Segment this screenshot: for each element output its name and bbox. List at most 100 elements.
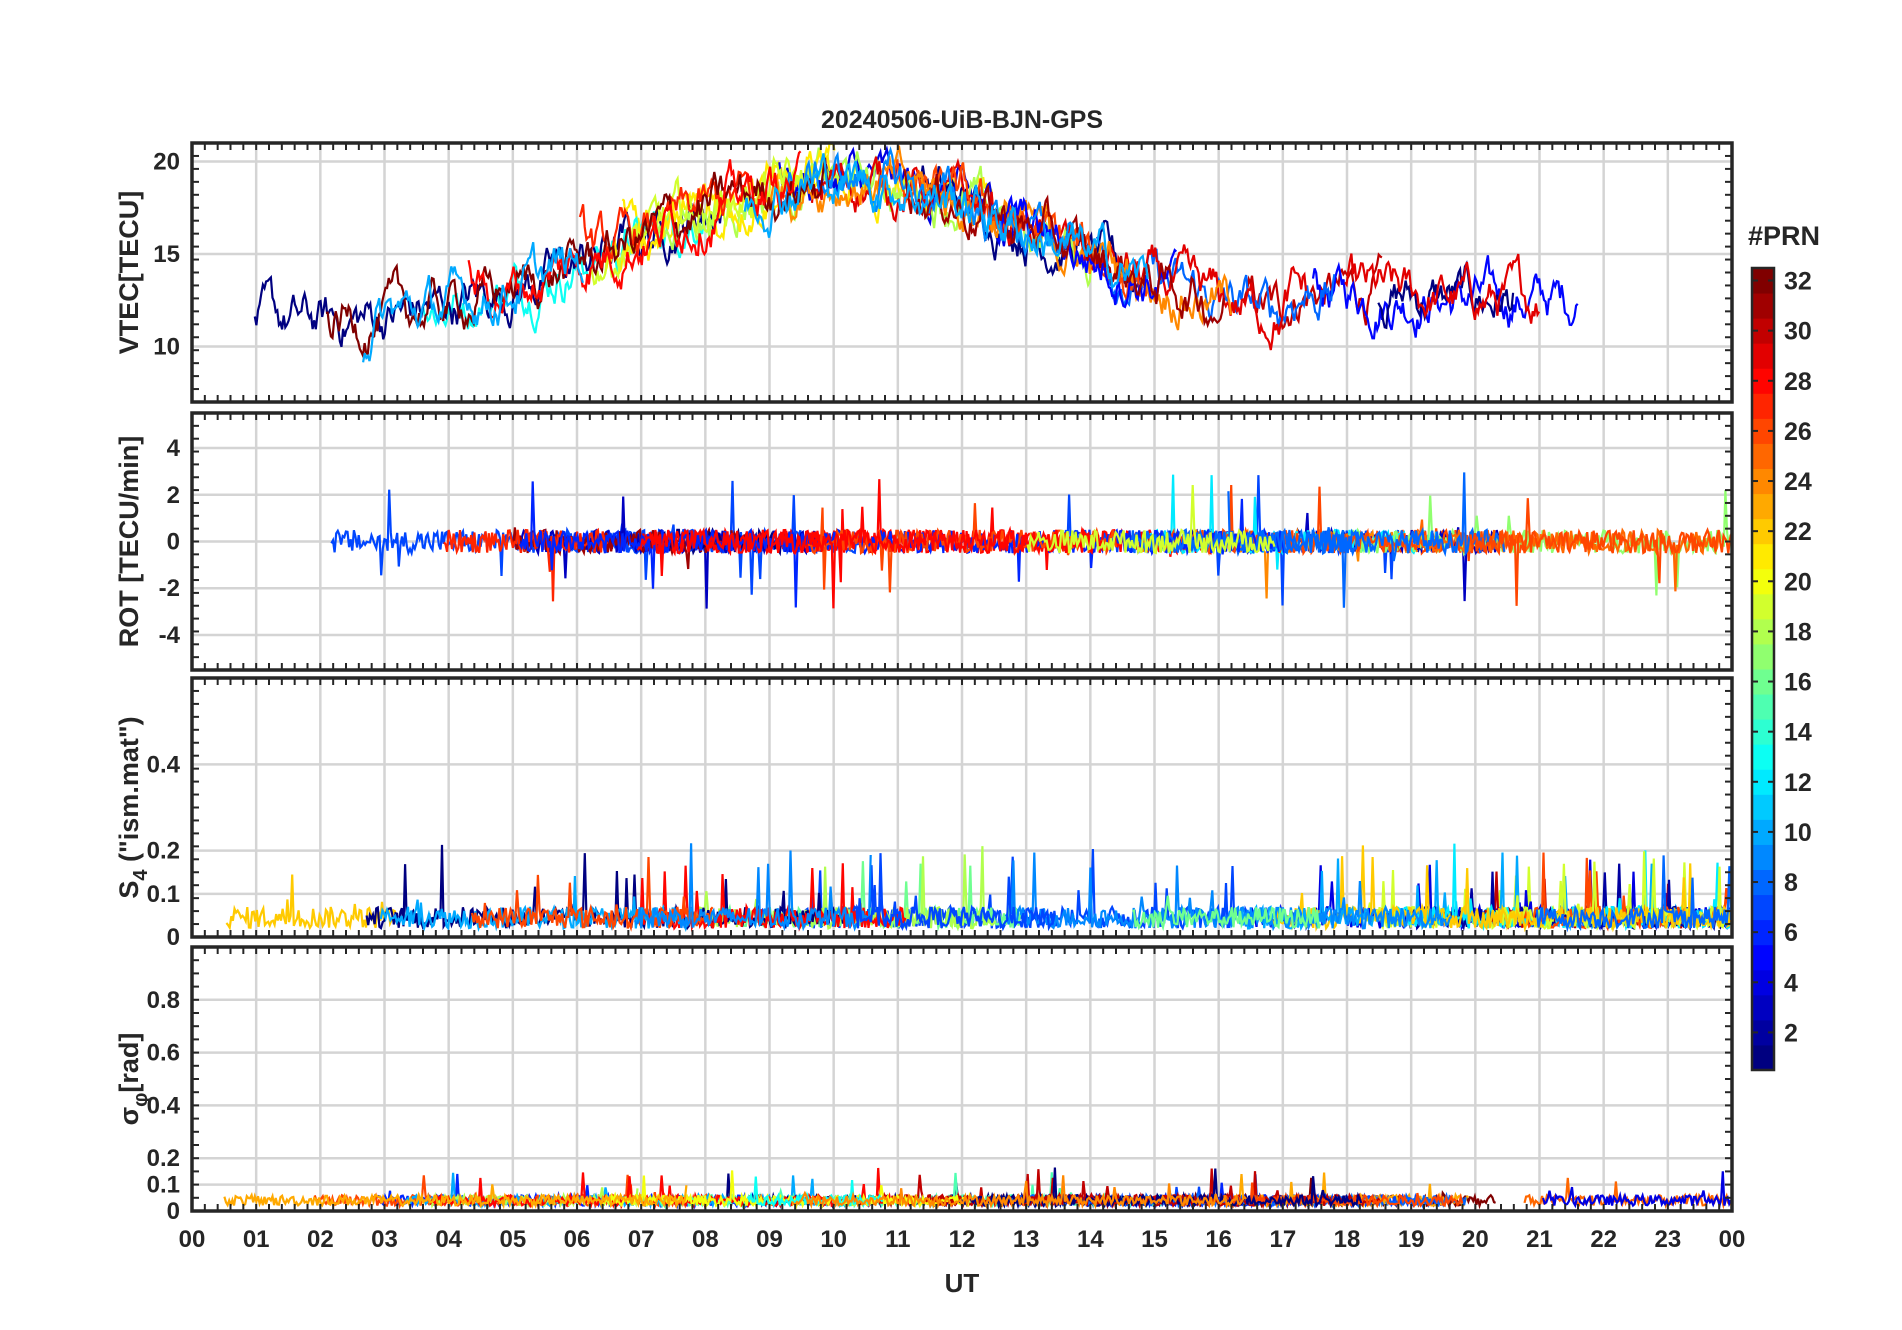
y-tick-label: 0.8 [147, 987, 180, 1014]
colorbar-segment [1752, 493, 1774, 520]
colorbar-segment [1752, 568, 1774, 595]
x-tick-label: 05 [499, 1226, 526, 1253]
colorbar-segment [1752, 418, 1774, 444]
trace-prn-6 [518, 481, 945, 608]
y-tick-label: 0.4 [147, 1092, 181, 1119]
colorbar-tick-label: 26 [1784, 418, 1812, 446]
x-tick-label: 19 [1398, 1226, 1425, 1253]
y-tick-label: 20 [153, 149, 180, 176]
trace-prn-1 [957, 1167, 1363, 1210]
x-tick-label: 23 [1654, 1226, 1681, 1253]
colorbar-segment [1752, 393, 1774, 419]
y-tick-label: 0.4 [147, 751, 181, 778]
colorbar-tick-label: 14 [1784, 719, 1812, 747]
x-tick-label: 08 [692, 1226, 719, 1253]
y-axis-label: VTEC[TECU] [114, 191, 144, 355]
trace-prn-9 [633, 843, 872, 932]
x-tick-label: 09 [756, 1226, 783, 1253]
y-tick-label: 0 [167, 1198, 180, 1225]
series-traces [330, 472, 1732, 609]
colorbar-tick-label: 22 [1784, 518, 1812, 546]
colorbar-segment [1752, 794, 1774, 820]
x-tick-label: 00 [179, 1226, 206, 1253]
trace-prn-27 [443, 527, 609, 602]
colorbar-label: #PRN [1748, 221, 1820, 251]
y-tick-label: 2 [167, 482, 180, 509]
colorbar-segment [1752, 1019, 1774, 1046]
grid-lines [190, 947, 1734, 1213]
trace-prn-19 [1026, 484, 1276, 556]
trace-prn-26 [1222, 1182, 1464, 1209]
x-tick-label: 15 [1141, 1226, 1168, 1253]
colorbar-tick-label: 20 [1784, 568, 1812, 596]
y-axis-label: σφ[rad] [114, 1033, 152, 1126]
colorbar-segment [1752, 719, 1774, 745]
trace-prn-32 [325, 157, 830, 360]
trace-prn-22 [1268, 845, 1732, 933]
y-tick-label: 4 [167, 435, 181, 462]
x-tick-label: 04 [435, 1226, 462, 1253]
x-axis-label: UT [945, 1268, 980, 1298]
x-tick-label: 14 [1077, 1226, 1104, 1253]
minor-ticks [191, 142, 1733, 403]
x-tick-label: 18 [1334, 1226, 1361, 1253]
x-tick-label: 16 [1205, 1226, 1232, 1253]
colorbar-tick-label: 4 [1784, 969, 1798, 997]
trace-prn-4 [1542, 1171, 1732, 1210]
colorbar-segment [1752, 468, 1774, 495]
colorbar-segment [1752, 618, 1774, 645]
trace-prn-31 [903, 168, 1225, 329]
x-tick-label: 22 [1590, 1226, 1617, 1253]
colorbar-segment [1752, 443, 1774, 469]
x-tick-label: 00 [1719, 1226, 1746, 1253]
colorbar-tick-label: 30 [1784, 318, 1812, 346]
y-tick-label: -4 [159, 622, 181, 649]
colorbar-segment [1752, 944, 1774, 971]
y-tick-label: 0.1 [147, 881, 180, 908]
y-tick-label: 15 [153, 241, 180, 268]
colorbar-segment [1752, 368, 1774, 394]
trace-prn-23 [223, 1184, 688, 1210]
colorbar-tick-label: 10 [1784, 819, 1812, 847]
trace-prn-26 [1469, 498, 1732, 606]
colorbar-segment [1752, 643, 1774, 670]
colorbar-segment [1752, 518, 1774, 545]
x-tick-label: 21 [1526, 1226, 1553, 1253]
trace-prn-16 [1132, 895, 1322, 932]
y-tick-label: 10 [153, 334, 180, 361]
colorbar-tick-label: 32 [1784, 268, 1812, 296]
colorbar-segment [1752, 268, 1774, 294]
colorbar-segment [1752, 819, 1774, 845]
colorbar-segment [1752, 1044, 1774, 1071]
colorbar-segment [1752, 318, 1774, 344]
colorbar-tick-label: 8 [1784, 869, 1798, 897]
colorbar-tick-label: 6 [1784, 919, 1798, 947]
trace-prn-5 [1311, 255, 1579, 340]
series-traces [225, 843, 1732, 933]
y-tick-label: 0.6 [147, 1040, 180, 1067]
minor-ticks [191, 677, 1733, 938]
x-tick-label: 10 [820, 1226, 847, 1253]
trace-prn-10 [362, 241, 584, 363]
trace-prn-28 [467, 150, 802, 319]
y-tick-label: -2 [159, 575, 180, 602]
x-tick-label: 13 [1013, 1226, 1040, 1253]
x-tick-label: 12 [949, 1226, 976, 1253]
x-tick-label: 06 [564, 1226, 591, 1253]
trace-prn-10 [743, 153, 1149, 290]
y-tick-label: 0 [167, 924, 180, 951]
colorbar-tick-label: 12 [1784, 769, 1812, 797]
panel-s4: 0 0.1 0.2 0.4S4 ("ism.mat") [114, 676, 1734, 951]
colorbar-tick-label: 2 [1784, 1019, 1798, 1047]
panel-vtec: 10 15 20 VTEC[TECU] [114, 141, 1734, 404]
trace-prn-22 [225, 874, 398, 931]
y-axis-label: S4 ("ism.mat") [114, 716, 152, 898]
colorbar-segment [1752, 744, 1774, 770]
panel-rot: -4 -2 0 2 4 ROT [TECU/min] [114, 411, 1734, 672]
colorbar-segment [1752, 343, 1774, 369]
colorbar-tick-label: 28 [1784, 368, 1812, 396]
series-traces [223, 1167, 1732, 1210]
